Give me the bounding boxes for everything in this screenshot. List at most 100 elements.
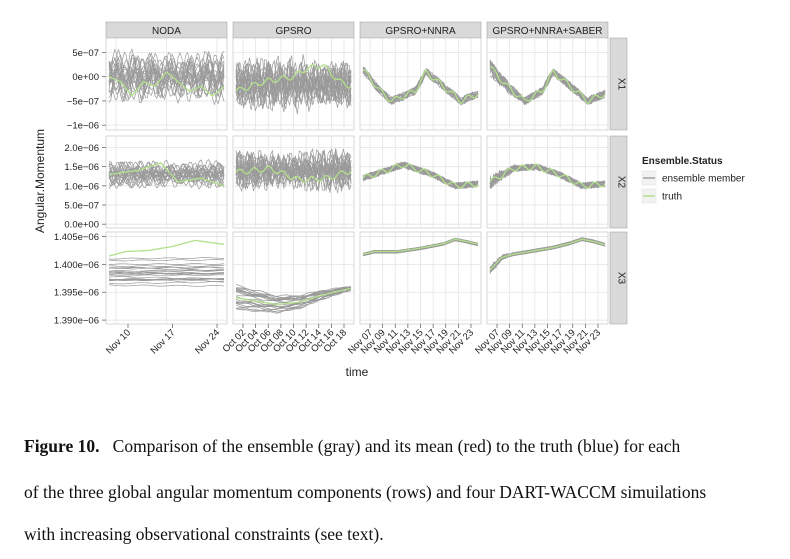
y-tick-label: 5e−07: [72, 48, 99, 59]
ensemble-member-line: [108, 272, 225, 276]
ensemble-member-line: [108, 269, 225, 273]
truth-line: [235, 63, 352, 92]
ensemble-member-line: [108, 284, 225, 287]
ensemble-member-line: [235, 149, 352, 193]
truth-line: [489, 163, 606, 189]
y-tick-label: 1.390e−06: [54, 316, 99, 327]
truth-line: [108, 162, 225, 187]
ensemble-member-line: [235, 55, 352, 112]
y-tick-label: 1.0e−06: [64, 181, 99, 192]
ensemble-member-line: [489, 237, 606, 269]
y-tick-label: −1e−06: [67, 121, 99, 132]
ensemble-member-line: [235, 159, 352, 182]
ensemble-member-line: [108, 165, 225, 184]
y-axis-title: Angular.Momentum: [33, 129, 47, 233]
facet-panel: [105, 231, 228, 325]
ensemble-member-line: [108, 278, 224, 281]
ensemble-member-line: [109, 271, 225, 275]
truth-line: [362, 163, 479, 189]
facet-panel: [105, 135, 228, 229]
facet-panel: [105, 37, 228, 131]
facet-column-label: GPSRO+NNRA: [385, 26, 456, 37]
ensemble-member-line: [362, 240, 479, 256]
x-axis-title: time: [346, 365, 369, 379]
ensemble-member-line: [108, 278, 225, 281]
facet-panel: [359, 231, 482, 325]
x-tick-label: Nov 17: [149, 327, 178, 356]
ensemble-member-line: [108, 267, 224, 271]
ensemble-member-line: [108, 281, 225, 285]
figure-caption-line-3: with increasing observational constraint…: [24, 524, 384, 544]
facet-panel: [486, 135, 609, 229]
facet-panel: [486, 231, 609, 325]
ensemble-member-line: [235, 64, 352, 105]
ensemble-member-line: [235, 60, 352, 108]
ensemble-member-line: [235, 287, 352, 301]
ensemble-member-line: [362, 237, 479, 254]
ensemble-member-line: [108, 263, 225, 266]
facet-strip: [609, 37, 628, 131]
facet-column-label: GPSRO+NNRA+SABER: [492, 26, 602, 37]
facet-row-label: X1: [616, 78, 627, 91]
y-tick-label: 0.0e+00: [64, 220, 99, 231]
y-tick-label: 0e+00: [72, 72, 99, 83]
truth-line: [235, 165, 352, 184]
y-tick-label: 1.395e−06: [54, 288, 99, 299]
truth-line: [362, 238, 479, 255]
facet-panel: [359, 135, 482, 229]
y-tick-label: −5e−07: [67, 96, 99, 107]
ensemble-member-line: [362, 239, 479, 256]
truth-line: [362, 68, 479, 105]
truth-line: [489, 66, 606, 105]
ensemble-member-line: [108, 57, 225, 95]
ensemble-member-line: [108, 160, 225, 189]
ensemble-member-line: [236, 287, 352, 301]
figure-caption-line-1: Figure 10. Comparison of the ensemble (g…: [24, 436, 784, 457]
ensemble-member-line: [108, 274, 225, 277]
truth-line: [489, 238, 606, 271]
ensemble-member-line: [362, 163, 479, 189]
x-tick-label: Nov 24: [193, 327, 222, 356]
figure-caption-line-2: of the three global angular momentum com…: [24, 482, 707, 502]
truth-line: [108, 70, 225, 98]
ensemble-member-line: [235, 286, 352, 298]
facet-panel: [232, 231, 355, 325]
facet-row-label: X3: [616, 272, 627, 285]
ensemble-member-line: [489, 163, 606, 190]
ensemble-member-line: [108, 266, 225, 269]
truth-line: [108, 239, 225, 257]
facet-row-label: X2: [616, 176, 627, 189]
faceted-angular-momentum-chart: NODA GPSRO GPSRO+NNRA GPSRO+NNRA+SABER X1 X2 X…: [33, 21, 745, 379]
ensemble-member-line: [108, 48, 225, 105]
ensemble-member-line: [108, 265, 225, 268]
y-tick-label: 1.405e−06: [54, 232, 99, 243]
facet-panel: [232, 37, 355, 131]
facet-column-label: GPSRO: [275, 26, 311, 37]
ensemble-member-line: [108, 159, 225, 189]
ensemble-member-line: [235, 153, 352, 189]
x-tick-label: Nov 10: [104, 327, 133, 356]
legend-entry-label: ensemble member: [662, 174, 745, 185]
ensemble-member-line: [235, 288, 352, 307]
ensemble-member-line: [235, 288, 352, 313]
facet-strip: [609, 231, 628, 325]
ensemble-member-line: [108, 259, 225, 262]
y-tick-label: 1.5e−06: [64, 162, 99, 173]
ensemble-member-line: [235, 66, 352, 102]
legend-title: Ensemble.Status: [642, 156, 723, 167]
ensemble-member-line: [235, 152, 352, 189]
facet-column-label: NODA: [152, 26, 181, 37]
ensemble-member-line: [108, 159, 225, 189]
ensemble-member-line: [108, 162, 225, 188]
y-tick-label: 5.0e−07: [64, 201, 99, 212]
y-tick-label: 2.0e−06: [64, 143, 99, 154]
ensemble-member-line: [235, 148, 352, 192]
facet-panel: [486, 37, 609, 131]
ensemble-member-line: [489, 60, 606, 105]
facet-strip: [609, 135, 628, 229]
caption-text-1: Comparison of the ensemble (gray) and it…: [112, 436, 681, 456]
y-tick-label: 1.400e−06: [54, 260, 99, 271]
ensemble-member-line: [235, 154, 352, 187]
ensemble-member-line: [235, 288, 352, 310]
facet-panel: [359, 37, 482, 131]
